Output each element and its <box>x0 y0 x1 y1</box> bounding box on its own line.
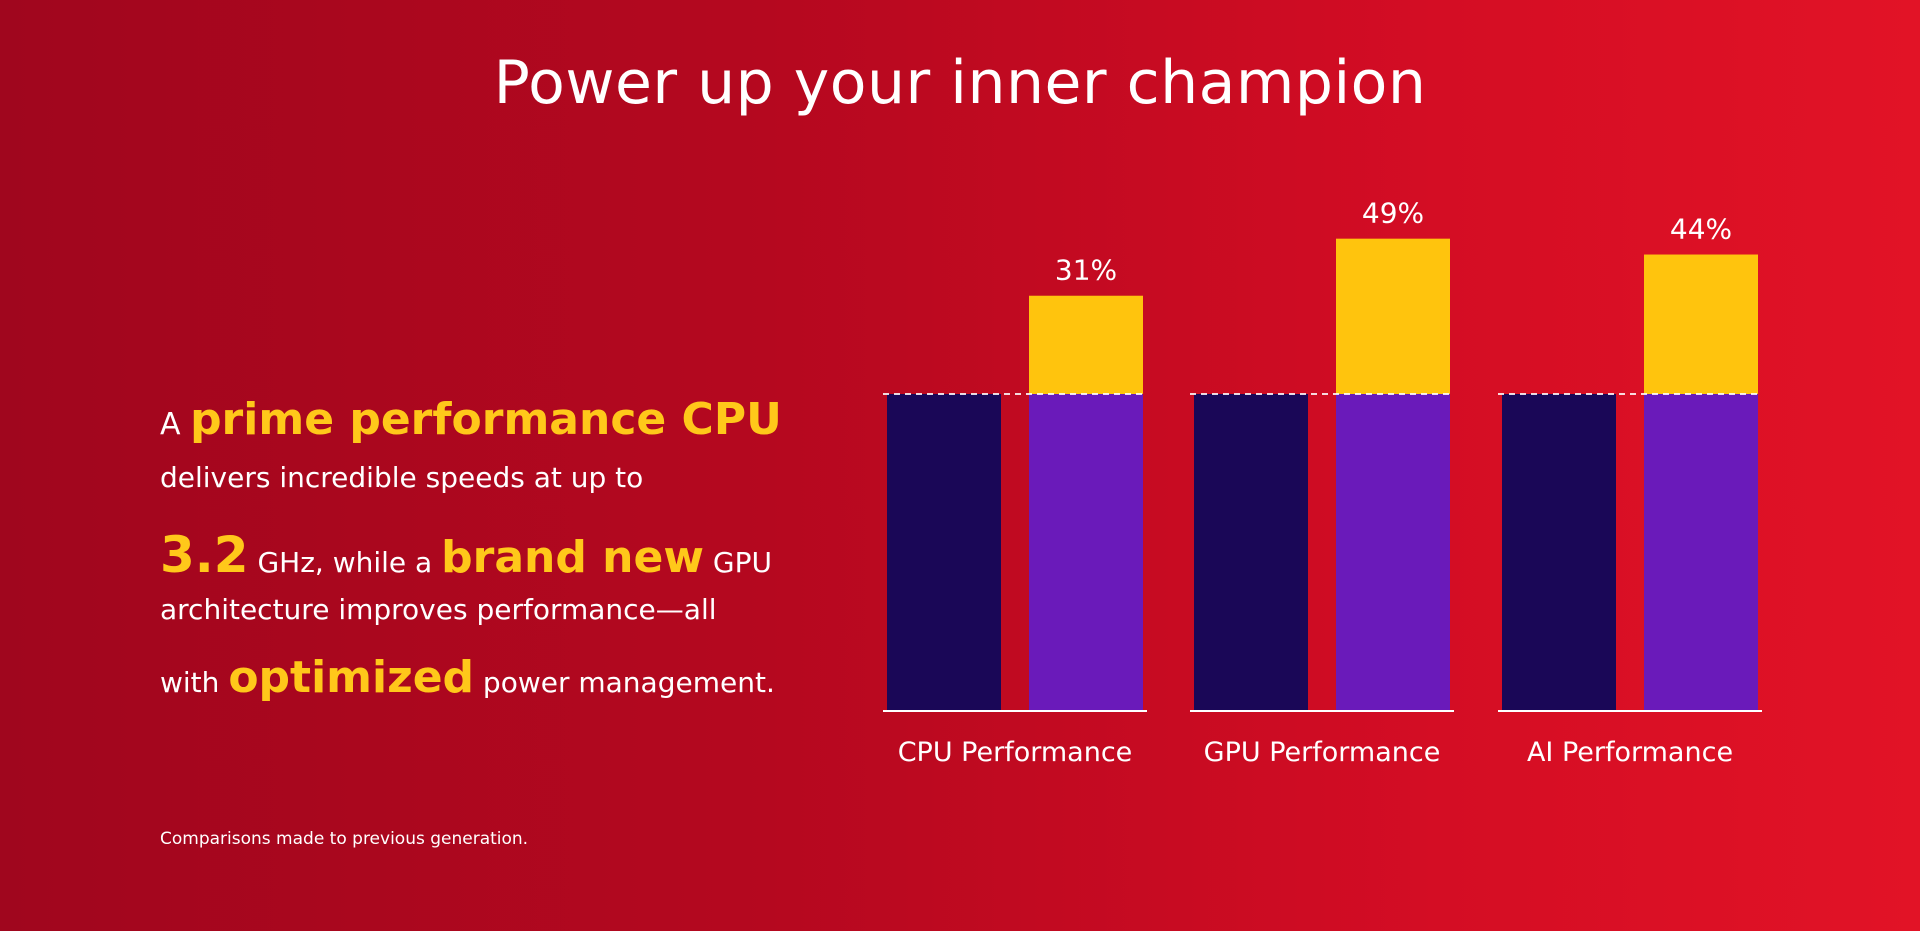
highlight-brand-new: brand new <box>441 532 704 583</box>
highlight-optimized: optimized <box>228 652 475 703</box>
copy-line-4: architecture improves performance—all <box>160 593 717 626</box>
category-label-gpu-performance: GPU Performance <box>1204 737 1441 768</box>
copy-line-5-suffix: power management. <box>474 666 775 699</box>
highlight-clock-speed: 3.2 <box>160 526 249 584</box>
bar-previous-cpu-performance <box>887 394 1001 711</box>
marketing-copy: A prime performance CPU delivers incredi… <box>160 398 880 716</box>
highlight-prime-performance-cpu: prime performance CPU <box>190 394 782 445</box>
bar-previous-gpu-performance <box>1194 394 1308 711</box>
category-label-ai-performance: AI Performance <box>1527 737 1733 768</box>
page-title: Power up your inner champion <box>493 48 1427 118</box>
copy-line-3-mid: GHz, while a <box>248 546 442 579</box>
data-label-gpu-performance: 49% <box>1362 197 1424 230</box>
bar-current-cpu-performance <box>1029 394 1143 711</box>
data-label-cpu-performance: 31% <box>1055 254 1117 287</box>
copy-line-5-prefix: with <box>160 666 229 699</box>
category-label-cpu-performance: CPU Performance <box>898 737 1133 768</box>
footnote: Comparisons made to previous generation. <box>160 829 529 849</box>
bar-increase-cpu-performance <box>1029 295 1143 394</box>
data-label-ai-performance: 44% <box>1670 213 1732 246</box>
bar-increase-ai-performance <box>1644 254 1758 394</box>
copy-line-1-prefix: A <box>160 407 191 442</box>
bar-current-ai-performance <box>1644 394 1758 711</box>
bar-current-gpu-performance <box>1336 394 1450 711</box>
copy-line-3-suffix: GPU <box>703 546 772 579</box>
copy-line-3: 3.2 GHz, while a brand new GPU <box>160 530 880 590</box>
copy-line-5: with optimized power management. <box>160 656 880 716</box>
copy-line-2: delivers incredible speeds at up to <box>160 461 644 494</box>
bar-previous-ai-performance <box>1502 394 1616 711</box>
copy-line-1: A prime performance CPU <box>160 398 880 458</box>
bar-increase-gpu-performance <box>1336 238 1450 394</box>
